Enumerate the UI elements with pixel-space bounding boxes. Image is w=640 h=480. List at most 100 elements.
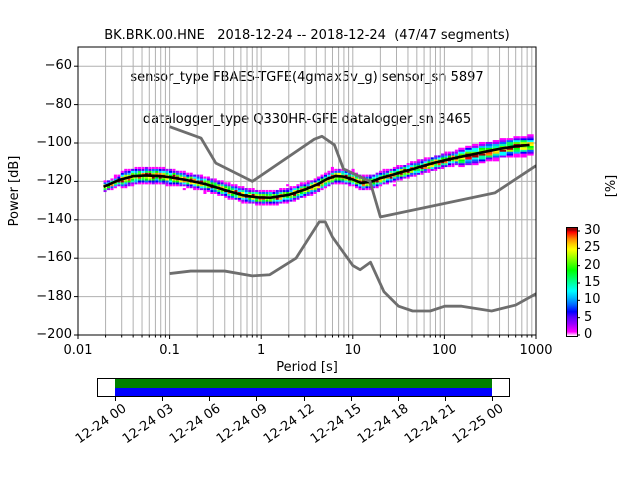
- histogram-cell: [155, 172, 159, 175]
- histogram-cell: [162, 182, 166, 185]
- histogram-cell: [137, 176, 142, 179]
- histogram-cell: [203, 189, 207, 193]
- histogram-cell: [368, 176, 372, 179]
- histogram-cell: [451, 155, 455, 158]
- histogram-cell: [406, 172, 410, 175]
- histogram-cell: [155, 180, 159, 183]
- histogram-cell: [141, 172, 145, 175]
- histogram-cell: [124, 182, 128, 185]
- histogram-cell: [206, 182, 210, 185]
- histogram-cell: [506, 143, 514, 146]
- histogram-cell: [527, 143, 534, 146]
- histogram-cell: [275, 203, 279, 206]
- histogram-cell: [292, 197, 297, 200]
- histogram-cell: [379, 174, 383, 177]
- histogram-cell: [248, 189, 252, 193]
- histogram-cell: [144, 176, 148, 179]
- histogram-cell: [396, 178, 400, 181]
- histogram-cell: [492, 157, 500, 160]
- colorbar-tick-label: 20: [584, 257, 601, 273]
- histogram-cell: [441, 166, 445, 170]
- histogram-cell: [241, 186, 245, 189]
- histogram-cell: [186, 184, 190, 187]
- histogram-cell: [141, 170, 145, 173]
- histogram-cell: [137, 170, 142, 173]
- histogram-cell: [272, 191, 276, 194]
- histogram-cell: [220, 180, 224, 183]
- histogram-cell: [406, 174, 410, 177]
- histogram-cell: [227, 195, 231, 198]
- y-tick-label: −160: [36, 250, 72, 266]
- histogram-cell: [478, 145, 486, 148]
- histogram-cell: [372, 176, 376, 179]
- histogram-cell: [282, 199, 286, 202]
- histogram-cell: [120, 170, 124, 173]
- histogram-cell: [189, 182, 193, 185]
- histogram-cell: [289, 186, 293, 189]
- histogram-cell: [478, 157, 486, 160]
- histogram-cell: [334, 182, 338, 185]
- histogram-cell: [210, 189, 214, 193]
- histogram-cell: [261, 203, 266, 206]
- histogram-cell: [341, 178, 345, 181]
- histogram-cell: [251, 188, 255, 191]
- histogram-cell: [323, 182, 328, 185]
- histogram-cell: [399, 168, 403, 171]
- histogram-cell: [179, 184, 183, 187]
- histogram-cell: [323, 180, 328, 183]
- histogram-cell: [299, 184, 303, 187]
- histogram-cell: [327, 184, 331, 187]
- histogram-cell: [365, 184, 369, 187]
- histogram-cell: [351, 170, 355, 173]
- histogram-cell: [224, 191, 228, 194]
- histogram-cell: [330, 174, 334, 177]
- histogram-cell: [148, 172, 152, 175]
- histogram-cell: [434, 159, 438, 162]
- histogram-cell: [103, 189, 107, 193]
- histogram-cell: [399, 176, 403, 179]
- histogram-cell: [131, 184, 135, 187]
- histogram-cell: [155, 178, 159, 181]
- histogram-cell: [389, 180, 393, 183]
- histogram-cell: [299, 193, 303, 196]
- histogram-cell: [472, 159, 479, 162]
- histogram-cell: [334, 178, 338, 181]
- histogram-cell: [289, 195, 293, 198]
- histogram-cell: [458, 157, 465, 160]
- histogram-cell: [182, 182, 186, 185]
- histogram-cell: [248, 201, 252, 204]
- histogram-cell: [241, 201, 245, 204]
- histogram-cell: [485, 145, 493, 148]
- histogram-cell: [113, 176, 117, 179]
- histogram-cell: [227, 191, 231, 194]
- histogram-cell: [430, 159, 434, 162]
- histogram-cell: [144, 172, 148, 175]
- histogram-cell: [217, 189, 221, 193]
- histogram-cell: [527, 141, 534, 145]
- histogram-cell: [282, 189, 286, 193]
- histogram-cell: [427, 166, 431, 170]
- histogram-cell: [485, 143, 493, 146]
- histogram-cell: [255, 203, 259, 206]
- histogram-cell: [513, 140, 520, 143]
- histogram-cell: [234, 189, 238, 193]
- histogram-cell: [199, 178, 204, 181]
- histogram-cell: [168, 172, 173, 175]
- histogram-cell: [392, 178, 396, 181]
- histogram-cell: [255, 193, 259, 196]
- histogram-cell: [113, 184, 117, 187]
- histogram-cell: [344, 174, 348, 177]
- histogram-cell: [506, 155, 514, 158]
- histogram-cell: [268, 201, 272, 204]
- histogram-cell: [203, 176, 207, 179]
- histogram-cell: [303, 191, 307, 194]
- histogram-cell: [379, 182, 383, 185]
- histogram-cell: [320, 184, 324, 187]
- histogram-cell: [485, 153, 493, 156]
- histogram-cell: [272, 201, 276, 204]
- histogram-cell: [279, 197, 283, 200]
- histogram-cell: [434, 157, 438, 160]
- histogram-cell: [113, 178, 117, 181]
- histogram-cell: [244, 197, 248, 200]
